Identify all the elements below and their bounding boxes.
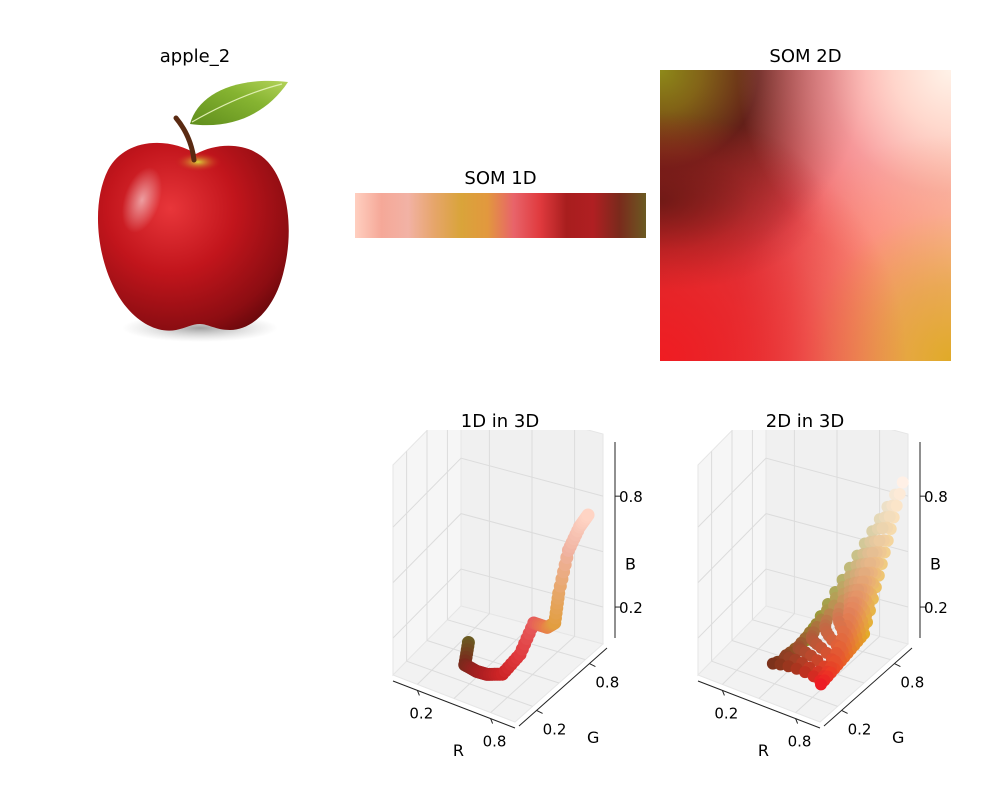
plot3d-2d-g-tick-1 <box>894 663 901 668</box>
plot3d-2d-r-tick-0 <box>721 690 725 696</box>
plot3d-1d-g-axis-label: G <box>587 728 599 747</box>
plot3d-2d-g-axis-label: G <box>892 728 904 747</box>
plot3d-2d-point-5 <box>890 499 903 512</box>
plot3d-2d-point-50 <box>864 557 877 570</box>
plot3d-1d-grid-b-2 <box>392 457 604 528</box>
apple-image <box>97 80 289 342</box>
plot3d-2d-r-axis <box>697 680 821 729</box>
plot3d-2d-b-tick-label-1: 0.8 <box>924 488 948 506</box>
plot3d-2d-point-9 <box>883 510 896 523</box>
plot3d-1d-r-tick-label-0: 0.2 <box>409 704 433 722</box>
plot3d-1d-floor-pane <box>392 605 605 723</box>
som2d-color-map <box>660 70 951 361</box>
plot3d-1d-axes: 0.2 0.8 0.2 0.8 0.2 0.8 R G B <box>392 430 643 760</box>
plot3d-2d-grid-g-2 <box>752 619 891 661</box>
plot3d-2d-point-24 <box>873 534 886 547</box>
plot3d-2d-r-tick-1 <box>795 718 799 724</box>
plot3d-1d-grid-g-2 <box>447 619 586 661</box>
plot3d-2d-g-axis <box>823 647 913 727</box>
plot3d-2d-b-axis-label: B <box>930 555 941 574</box>
plot3d-1d-r-tick-1 <box>490 718 494 724</box>
plot3d-1d-title: 1D in 3D <box>460 411 540 432</box>
plot3d-2d-title: 2D in 3D <box>765 411 845 432</box>
plot3d-1d-grid-r-2 <box>490 636 575 713</box>
plot3d-1d-grid-g-1 <box>426 640 560 684</box>
plot3d-2d-point-15 <box>876 522 889 535</box>
plot3d-1d-r-tick-0 <box>416 690 420 696</box>
plot3d-2d-point-195 <box>814 678 827 691</box>
apple-image-panel: apple_2 <box>90 40 300 360</box>
plot3d-2d-g-tick-0 <box>841 709 848 714</box>
plot3d-2d-g-tick-label-0: 0.2 <box>848 720 872 738</box>
apple-image-title: apple_2 <box>159 46 231 67</box>
som2d-title: SOM 2D <box>769 46 842 67</box>
plot3d-2d-point-36 <box>866 546 879 559</box>
plot3d-1d-b-tick-label-0: 0.2 <box>619 599 643 617</box>
som2d-layer-left-dark <box>660 70 951 361</box>
plot3d-1d-r-axis <box>392 680 516 729</box>
plot3d-2d-r-axis-label: R <box>758 741 769 760</box>
plot3d-2d-point-2 <box>893 488 906 501</box>
plot3d-2d-r-tick-label-0: 0.2 <box>714 704 738 722</box>
plot3d-2d-grid-b-2 <box>697 457 909 528</box>
plot3d-2d-grid-r-2 <box>795 636 880 713</box>
plot3d-1d-g-tick-label-1: 0.8 <box>595 674 619 692</box>
plot3d-2d-b-tick-label-0: 0.2 <box>924 599 948 617</box>
plot3d-1d-g-tick-1 <box>589 663 596 668</box>
plot3d-2d-point-0 <box>896 476 909 489</box>
plot3d-1d-g-axis <box>518 647 608 727</box>
plot3d-1d-b-axis-label: B <box>625 555 636 574</box>
som1d-title: SOM 1D <box>464 168 537 189</box>
plot3d-1d-grid-b-1 <box>392 513 604 583</box>
plot3d-1d-point-72 <box>581 508 595 522</box>
plot3d-2d-axes: 0.2 0.8 0.2 0.8 0.2 0.8 R G B <box>697 430 948 760</box>
plot3d-1d-r-axis-label: R <box>453 741 464 760</box>
plot3d-1d-b-tick-label-1: 0.8 <box>619 488 643 506</box>
plot3d-1d-g-tick-0 <box>536 709 543 714</box>
plot3d-2d-grid-b-1 <box>697 513 909 583</box>
plot3d-2d-g-tick-label-1: 0.8 <box>900 674 924 692</box>
plot3d-2d-r-tick-label-1: 0.8 <box>788 733 812 751</box>
plot3d-1d-r-tick-label-1: 0.8 <box>483 733 507 751</box>
som1d-color-strip <box>355 193 646 238</box>
plot3d-1d-g-tick-label-0: 0.2 <box>543 720 567 738</box>
